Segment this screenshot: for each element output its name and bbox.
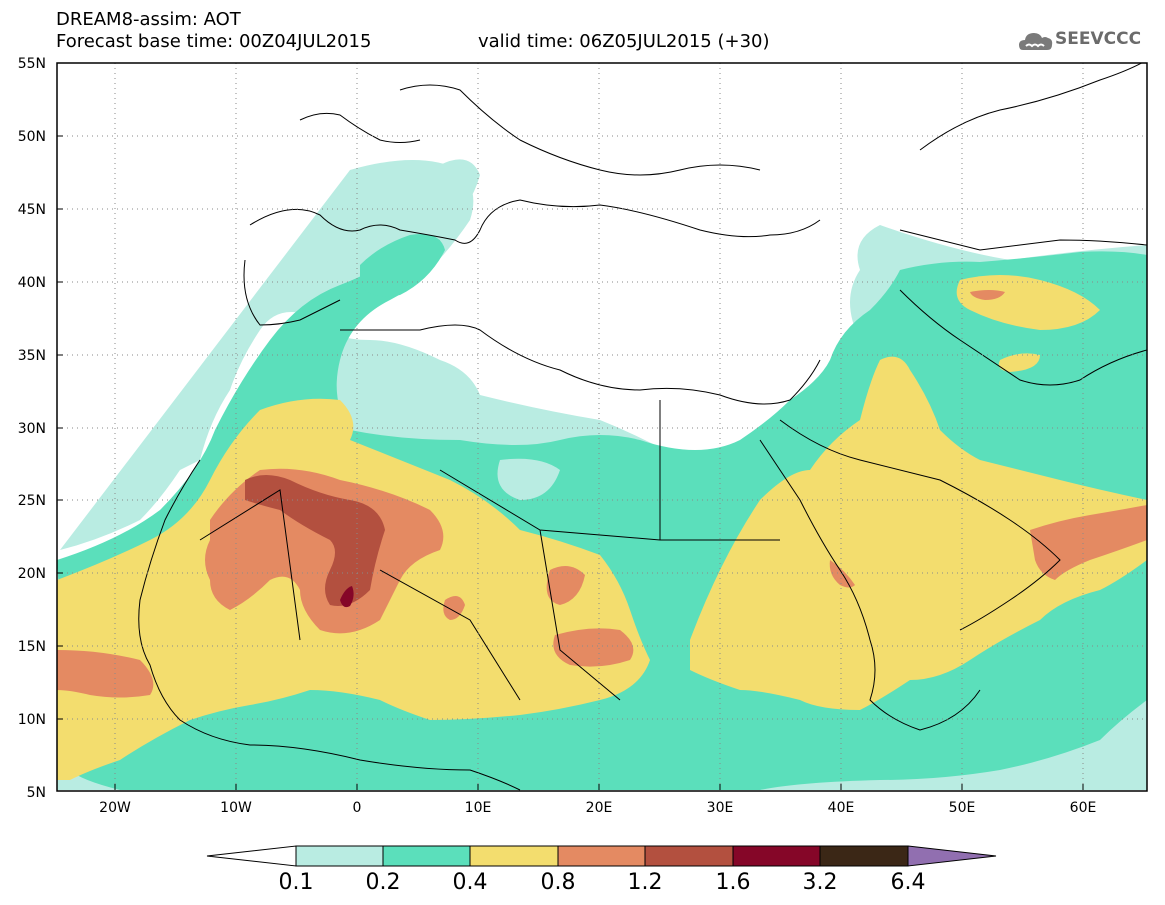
colorbar-swatch: [295, 845, 384, 867]
lon-label: 0: [353, 800, 362, 816]
colorbar-swatch: [732, 845, 821, 867]
lon-label: 10W: [220, 800, 252, 816]
colorbar: [206, 845, 997, 867]
colorbar-swatch: [382, 845, 471, 867]
axis-ticks: [57, 62, 1084, 790]
lat-label: 40N: [18, 275, 46, 291]
lon-label: 50E: [949, 800, 976, 816]
lon-label: 10E: [465, 800, 492, 816]
lat-label: 35N: [18, 348, 46, 364]
colorbar-swatch: [644, 845, 734, 867]
aot-contour-1.2: [245, 475, 385, 606]
colorbar-label: 3.2: [802, 870, 838, 895]
lon-label: 20W: [99, 800, 131, 816]
colorbar-label: 1.2: [627, 870, 663, 895]
colorbar-label: 0.1: [278, 870, 314, 895]
colorbar-arrow-low: [206, 845, 297, 867]
forecast-base-time: Forecast base time: 00Z04JUL2015: [56, 31, 372, 52]
valid-time: valid time: 06Z05JUL2015 (+30): [478, 31, 770, 52]
lat-label: 25N: [18, 493, 46, 509]
cloud-icon: [1019, 33, 1053, 50]
colorbar-label: 0.4: [452, 870, 488, 895]
colorbar-label: 6.4: [890, 870, 926, 895]
lon-label: 30E: [707, 800, 734, 816]
lon-label: 20E: [586, 800, 613, 816]
map-title: DREAM8-assim: AOT: [56, 9, 241, 30]
colorbar-label: 0.2: [365, 870, 401, 895]
lat-label: 45N: [18, 202, 46, 218]
aot-contour-1.6: [340, 586, 354, 608]
logo-text: SEEVCCC: [1055, 29, 1142, 49]
map-frame: [56, 62, 1148, 792]
colorbar-swatch: [819, 845, 909, 867]
lon-label: 60E: [1070, 800, 1097, 816]
colorbar-swatch: [469, 845, 559, 867]
lat-label: 50N: [18, 129, 46, 145]
colorbar-label: 0.8: [540, 870, 576, 895]
lat-label: 10N: [18, 712, 46, 728]
colorbar-arrow-high: [907, 845, 997, 867]
lat-label: 20N: [18, 566, 46, 582]
coastlines: [138, 63, 1147, 791]
lat-label: 30N: [18, 421, 46, 437]
graticule: [57, 63, 1147, 790]
colorbar-label: 1.6: [715, 870, 751, 895]
lat-label: 15N: [18, 639, 46, 655]
lat-label: 5N: [27, 785, 46, 801]
lon-label: 40E: [828, 800, 855, 816]
lat-label: 55N: [18, 56, 46, 72]
colorbar-swatch: [557, 845, 646, 867]
